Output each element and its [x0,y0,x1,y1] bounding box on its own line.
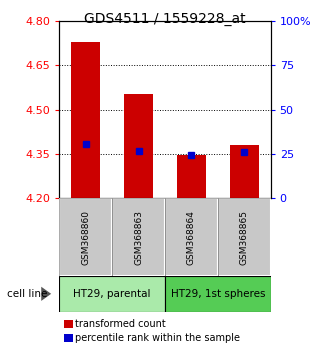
Bar [112,198,165,276]
Text: GSM368860: GSM368860 [81,210,90,265]
Polygon shape [41,287,51,301]
Bar [59,276,165,312]
Bar [177,155,206,198]
Bar [218,198,271,276]
Text: percentile rank within the sample: percentile rank within the sample [75,333,240,343]
Text: GSM368864: GSM368864 [187,210,196,265]
Bar [59,198,112,276]
Bar [230,145,259,198]
Text: HT29, 1st spheres: HT29, 1st spheres [171,289,265,299]
Bar [165,198,218,276]
Text: GSM368863: GSM368863 [134,210,143,265]
Text: transformed count: transformed count [75,319,166,329]
Bar [218,198,271,276]
Text: GSM368865: GSM368865 [240,210,249,265]
Bar [124,93,153,198]
Bar [59,198,112,276]
Text: cell line: cell line [7,289,47,299]
Text: HT29, parental: HT29, parental [74,289,151,299]
Bar [71,42,100,198]
Bar [165,276,271,312]
Bar [112,198,165,276]
Bar [165,198,218,276]
Text: GDS4511 / 1559228_at: GDS4511 / 1559228_at [84,12,246,27]
